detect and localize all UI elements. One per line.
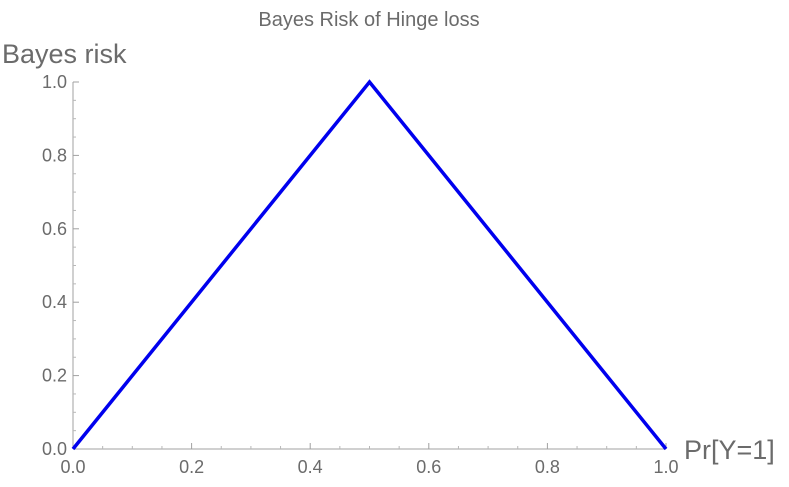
- x-tick-label: 0.0: [60, 457, 85, 477]
- y-tick-label: 1.0: [42, 72, 67, 92]
- y-axis-title: Bayes risk: [2, 39, 127, 69]
- x-tick-label: 1.0: [653, 457, 678, 477]
- y-tick-label: 0.8: [42, 145, 67, 165]
- y-tick-label: 0.6: [42, 219, 67, 239]
- x-tick-label: 0.8: [535, 457, 560, 477]
- chart-title: Bayes Risk of Hinge loss: [258, 9, 479, 31]
- x-tick-label: 0.4: [298, 457, 323, 477]
- series-layer: [71, 79, 668, 451]
- x-tick-label: 0.2: [179, 457, 204, 477]
- x-ticks: 0.0 0.2 0.4 0.6 0.8 1.0: [60, 443, 679, 477]
- x-tick-label: 0.6: [416, 457, 441, 477]
- y-tick-label: 0.4: [42, 292, 67, 312]
- series-line: [71, 79, 668, 451]
- y-ticks: 0.0 0.2 0.4 0.6 0.8 1.0: [42, 72, 79, 459]
- x-axis-title: Pr[Y=1]: [684, 435, 775, 465]
- minor-ticks: [73, 99, 637, 449]
- y-tick-label: 0.2: [42, 366, 67, 386]
- y-tick-label: 0.0: [42, 439, 67, 459]
